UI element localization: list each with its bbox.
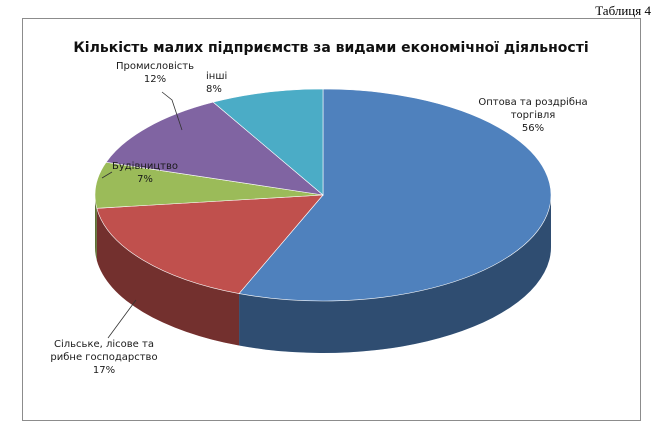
slice-side-shade <box>95 195 97 261</box>
slice <box>212 88 324 196</box>
chart-title: Кількість малих підприємств за видами ек… <box>73 40 589 56</box>
slice-side-shade <box>96 208 240 346</box>
data-label: Промисловість 12% <box>100 60 210 86</box>
slice-side-shade <box>239 195 551 353</box>
table-note: Таблиця 4 <box>595 3 651 18</box>
category-label: Будівництво <box>111 161 179 172</box>
value-label: 8% <box>206 84 222 95</box>
value-label: 7% <box>137 174 153 185</box>
data-label: Сільське, лісове та рибне господарство 17… <box>44 338 164 377</box>
value-label: 17% <box>92 365 116 376</box>
pie <box>94 88 552 353</box>
data-label: Оптова та роздрібна торгівля 56% <box>458 96 608 135</box>
leader-line <box>107 299 137 339</box>
slice <box>96 194 324 294</box>
category-label: інші <box>206 71 228 82</box>
slice-side <box>96 208 240 346</box>
leader-lines <box>101 91 183 339</box>
slice-side <box>239 195 551 353</box>
category-label: Сільське, лісове та рибне господарство <box>50 339 158 363</box>
value-label: 56% <box>521 123 545 134</box>
value-label: 12% <box>143 74 167 85</box>
slice-side <box>95 195 97 261</box>
data-label: інші 8% <box>206 70 256 96</box>
slice <box>105 101 325 196</box>
category-label: Промисловість <box>116 61 194 72</box>
data-label: Будівництво 7% <box>100 160 190 186</box>
slice <box>238 88 552 302</box>
leader-line <box>101 171 113 179</box>
category-label: Оптова та роздрібна торгівля <box>478 97 588 121</box>
leader-line <box>161 91 183 131</box>
